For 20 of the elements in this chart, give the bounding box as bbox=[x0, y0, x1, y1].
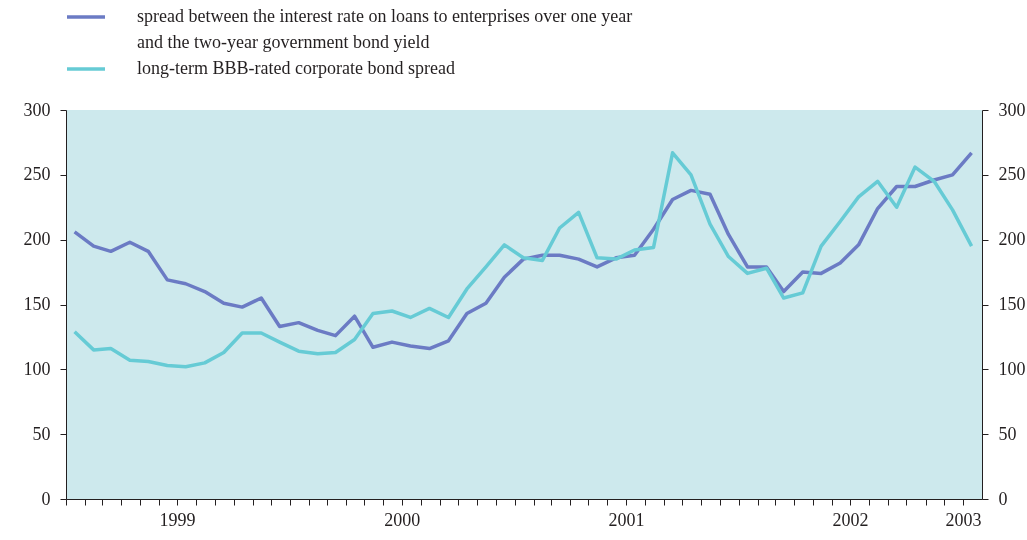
y-tick-label: 250 bbox=[23, 164, 51, 185]
y2-tick-label: 0 bbox=[998, 488, 1008, 509]
y2-tick-label: 250 bbox=[998, 164, 1026, 185]
y-tick-label: 50 bbox=[32, 423, 51, 444]
y2-tick-label: 100 bbox=[998, 358, 1026, 379]
y2-tick-label: 50 bbox=[998, 423, 1017, 444]
x-tick-label: 2003 bbox=[945, 509, 982, 530]
y2-tick-label: 200 bbox=[998, 229, 1026, 250]
y2-tick-label: 300 bbox=[998, 99, 1026, 120]
x-tick-label: 2001 bbox=[608, 509, 645, 530]
x-tick-label: 1999 bbox=[159, 509, 196, 530]
legend-label: long-term BBB-rated corporate bond spread bbox=[137, 58, 455, 78]
y-tick-label: 150 bbox=[23, 294, 51, 314]
x-tick-label: 2002 bbox=[832, 509, 869, 530]
y2-tick-label: 150 bbox=[998, 294, 1026, 314]
y-tick-label: 200 bbox=[23, 229, 51, 250]
y-tick-label: 100 bbox=[23, 358, 51, 379]
y-tick-label: 0 bbox=[41, 488, 51, 509]
y-tick-label: 300 bbox=[23, 99, 51, 120]
x-tick-label: 2000 bbox=[384, 509, 421, 530]
